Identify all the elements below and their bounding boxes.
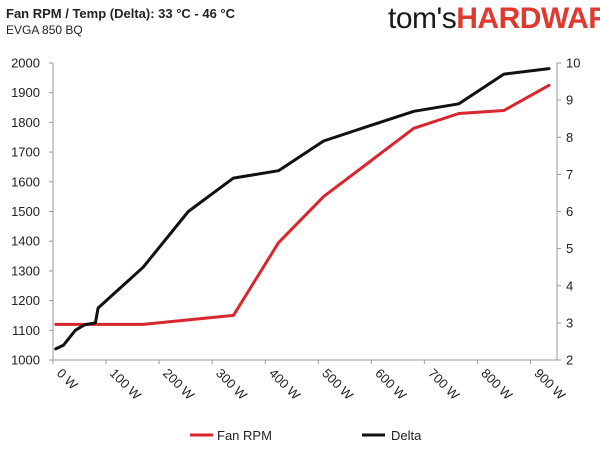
- y-tick-label-left: 1500: [11, 204, 40, 219]
- x-tick-label: 800 W: [478, 366, 516, 404]
- y-tick-label-left: 1300: [11, 263, 40, 278]
- y-tick-label-right: 3: [566, 315, 573, 330]
- x-tick-label: 200 W: [160, 366, 198, 404]
- y-tick-label-right: 9: [566, 93, 573, 108]
- x-tick-label: 600 W: [372, 366, 410, 404]
- x-tick-label: 900 W: [531, 366, 569, 404]
- brand-logo-part1: tom's: [388, 2, 457, 35]
- legend-label: Delta: [391, 428, 422, 443]
- y-tick-label-left: 1700: [11, 145, 40, 160]
- x-tick-label: 400 W: [266, 366, 304, 404]
- y-tick-label-left: 1000: [11, 353, 40, 368]
- y-tick-label-right: 10: [566, 56, 580, 71]
- y-tick-label-left: 1400: [11, 234, 40, 249]
- brand-logo-part2: HARDWARE: [456, 2, 600, 35]
- x-tick-label: 0 W: [54, 366, 81, 393]
- y-tick-label-left: 1100: [12, 323, 40, 338]
- series-line-delta: [54, 67, 551, 351]
- y-tick-label-left: 1800: [11, 115, 40, 130]
- y-tick-label-right: 7: [566, 167, 573, 182]
- y-tick-label-left: 2000: [11, 56, 40, 71]
- y-tick-label-left: 1900: [11, 85, 40, 100]
- legend-label: Fan RPM: [217, 428, 272, 443]
- y-tick-label-right: 5: [566, 241, 573, 256]
- x-tick-label: 500 W: [319, 366, 357, 404]
- series-line-fan-rpm: [54, 83, 551, 326]
- chart-title: Fan RPM / Temp (Delta): 33 °C - 46 °C: [6, 6, 236, 21]
- y-tick-label-right: 8: [566, 130, 573, 145]
- y-tick-label-left: 1200: [11, 293, 40, 308]
- y-tick-label-right: 6: [566, 204, 573, 219]
- x-tick-label: 100 W: [107, 366, 145, 404]
- y-tick-label-left: 1600: [11, 174, 40, 189]
- chart-subtitle: EVGA 850 BQ: [6, 23, 83, 37]
- x-tick-label: 300 W: [213, 366, 251, 404]
- y-tick-label-right: 2: [566, 353, 573, 368]
- x-tick-label: 700 W: [425, 366, 463, 404]
- y-tick-label-right: 4: [566, 278, 573, 293]
- brand-logo: tom'sHARDWARE: [388, 2, 600, 36]
